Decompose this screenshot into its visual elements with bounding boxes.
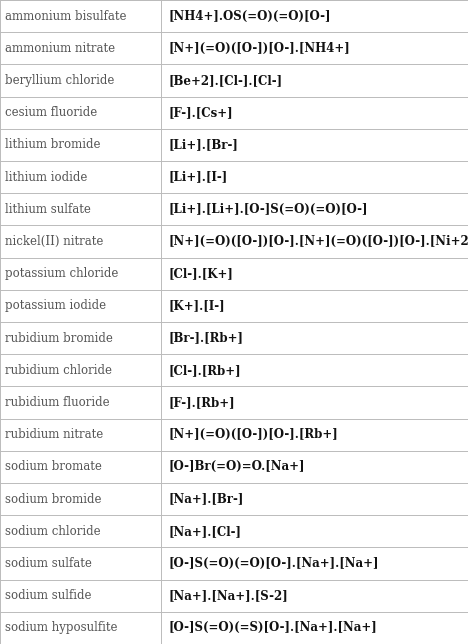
Text: lithium sulfate: lithium sulfate [5, 203, 90, 216]
Text: rubidium nitrate: rubidium nitrate [5, 428, 103, 441]
Text: beryllium chloride: beryllium chloride [5, 74, 114, 87]
Text: [Na+].[Cl-]: [Na+].[Cl-] [168, 525, 241, 538]
Text: rubidium chloride: rubidium chloride [5, 364, 112, 377]
Text: sodium hyposulfite: sodium hyposulfite [5, 621, 117, 634]
Text: sodium sulfide: sodium sulfide [5, 589, 91, 602]
Text: [Be+2].[Cl-].[Cl-]: [Be+2].[Cl-].[Cl-] [168, 74, 283, 87]
Text: cesium fluoride: cesium fluoride [5, 106, 97, 119]
Text: [O-]Br(=O)=O.[Na+]: [O-]Br(=O)=O.[Na+] [168, 460, 305, 473]
Text: [Li+].[Br-]: [Li+].[Br-] [168, 138, 238, 151]
Text: lithium bromide: lithium bromide [5, 138, 100, 151]
Text: nickel(II) nitrate: nickel(II) nitrate [5, 235, 103, 248]
Text: rubidium bromide: rubidium bromide [5, 332, 113, 345]
Text: [Li+].[I-]: [Li+].[I-] [168, 171, 228, 184]
Text: sodium sulfate: sodium sulfate [5, 557, 92, 570]
Text: ammonium bisulfate: ammonium bisulfate [5, 10, 126, 23]
Text: [F-].[Cs+]: [F-].[Cs+] [168, 106, 233, 119]
Text: rubidium fluoride: rubidium fluoride [5, 396, 110, 409]
Text: [Cl-].[K+]: [Cl-].[K+] [168, 267, 234, 280]
Text: [O-]S(=O)(=O)[O-].[Na+].[Na+]: [O-]S(=O)(=O)[O-].[Na+].[Na+] [168, 557, 379, 570]
Text: [Li+].[Li+].[O-]S(=O)(=O)[O-]: [Li+].[Li+].[O-]S(=O)(=O)[O-] [168, 203, 368, 216]
Text: [N+](=O)([O-])[O-].[NH4+]: [N+](=O)([O-])[O-].[NH4+] [168, 42, 350, 55]
Text: [O-]S(=O)(=S)[O-].[Na+].[Na+]: [O-]S(=O)(=S)[O-].[Na+].[Na+] [168, 621, 377, 634]
Text: sodium bromate: sodium bromate [5, 460, 102, 473]
Text: [Na+].[Br-]: [Na+].[Br-] [168, 493, 244, 506]
Text: potassium chloride: potassium chloride [5, 267, 118, 280]
Text: sodium chloride: sodium chloride [5, 525, 100, 538]
Text: sodium bromide: sodium bromide [5, 493, 101, 506]
Text: [Na+].[Na+].[S-2]: [Na+].[Na+].[S-2] [168, 589, 288, 602]
Text: ammonium nitrate: ammonium nitrate [5, 42, 115, 55]
Text: [Br-].[Rb+]: [Br-].[Rb+] [168, 332, 243, 345]
Text: [F-].[Rb+]: [F-].[Rb+] [168, 396, 235, 409]
Text: potassium iodide: potassium iodide [5, 299, 106, 312]
Text: [N+](=O)([O-])[O-].[N+](=O)([O-])[O-].[Ni+2]: [N+](=O)([O-])[O-].[N+](=O)([O-])[O-].[N… [168, 235, 468, 248]
Text: [N+](=O)([O-])[O-].[Rb+]: [N+](=O)([O-])[O-].[Rb+] [168, 428, 338, 441]
Text: lithium iodide: lithium iodide [5, 171, 87, 184]
Text: [NH4+].OS(=O)(=O)[O-]: [NH4+].OS(=O)(=O)[O-] [168, 10, 331, 23]
Text: [K+].[I-]: [K+].[I-] [168, 299, 225, 312]
Text: [Cl-].[Rb+]: [Cl-].[Rb+] [168, 364, 241, 377]
